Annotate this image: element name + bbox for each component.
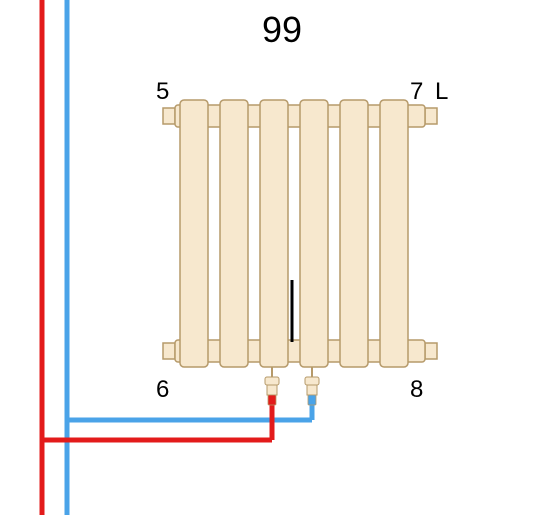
- valve-right-nut: [305, 377, 319, 385]
- valve-left-nut: [265, 377, 279, 385]
- radiator-column: [340, 100, 368, 367]
- radiator-column: [180, 100, 208, 367]
- radiator: [163, 100, 437, 367]
- valve-right-body: [307, 385, 317, 395]
- valve-right-tip: [308, 395, 316, 405]
- radiator-column: [220, 100, 248, 367]
- radiator-column: [260, 100, 288, 367]
- radiator-column: [380, 100, 408, 367]
- radiator-column: [300, 100, 328, 367]
- valve-left-tip: [268, 395, 276, 405]
- valve-left-body: [267, 385, 277, 395]
- diagram-svg: [0, 0, 555, 515]
